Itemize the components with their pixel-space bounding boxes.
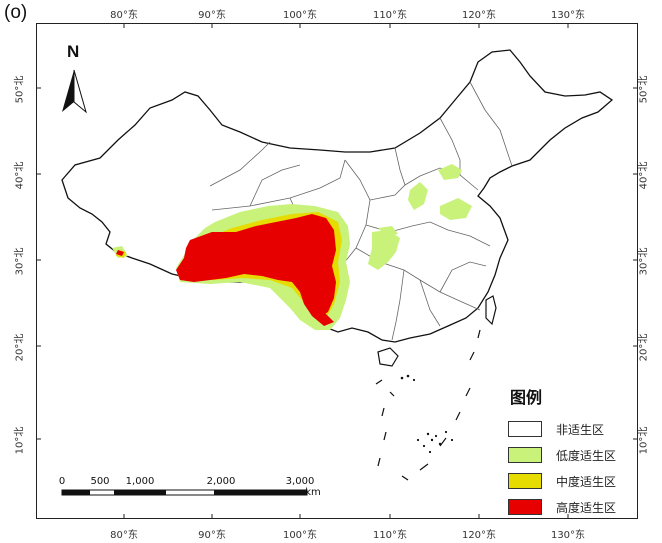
- map-legend: 图例 非适生区 低度适生区 中度适生区 高度适生区: [508, 384, 638, 520]
- longitude-tick-top: 80°东: [110, 10, 138, 21]
- map-frame: [36, 23, 638, 519]
- panel-label: (o): [4, 2, 28, 23]
- legend-item-unsuitable: 非适生区: [508, 416, 638, 442]
- legend-label: 非适生区: [556, 422, 605, 437]
- legend-swatch: [508, 447, 542, 463]
- longitude-tick-top: 130°东: [550, 10, 586, 21]
- scale-bar: [61, 489, 308, 496]
- scale-label: 3,000: [285, 476, 315, 487]
- longitude-tick-bottom: 120°东: [461, 530, 497, 541]
- longitude-tick-top: 100°东: [282, 10, 318, 21]
- longitude-tick-bottom: 130°东: [550, 530, 586, 541]
- legend-swatch: [508, 421, 542, 437]
- south-sea-islands: [400, 374, 454, 454]
- south-sea-boundary: [375, 329, 481, 481]
- scale-label: 0: [58, 476, 66, 487]
- high-suitability-areas: [116, 214, 336, 326]
- scale-label: 2,000: [206, 476, 236, 487]
- legend-item-moderate: 中度适生区: [508, 468, 638, 494]
- taiwan-island: [485, 295, 497, 326]
- legend-label: 高度适生区: [556, 500, 617, 515]
- scale-unit: km: [305, 487, 321, 498]
- legend-item-high: 高度适生区: [508, 494, 638, 520]
- longitude-tick-top: 120°东: [461, 10, 497, 21]
- longitude-tick-bottom: 80°东: [110, 530, 138, 541]
- legend-title: 图例: [510, 388, 543, 407]
- longitude-tick-top: 90°东: [198, 10, 226, 21]
- north-arrow: [62, 69, 87, 114]
- hainan-island: [377, 347, 399, 367]
- north-label: N: [67, 42, 80, 61]
- longitude-tick-bottom: 90°东: [198, 530, 226, 541]
- legend-item-low: 低度适生区: [508, 442, 638, 468]
- legend-label: 低度适生区: [556, 448, 617, 463]
- scale-label: 1,000: [125, 476, 155, 487]
- longitude-tick-bottom: 110°东: [372, 530, 408, 541]
- legend-swatch: [508, 499, 542, 515]
- longitude-tick-bottom: 100°东: [282, 530, 318, 541]
- longitude-tick-top: 110°东: [372, 10, 408, 21]
- frame-ticks: [36, 23, 638, 519]
- scale-label: 500: [90, 476, 110, 487]
- legend-swatch: [508, 473, 542, 489]
- legend-label: 中度适生区: [556, 474, 617, 489]
